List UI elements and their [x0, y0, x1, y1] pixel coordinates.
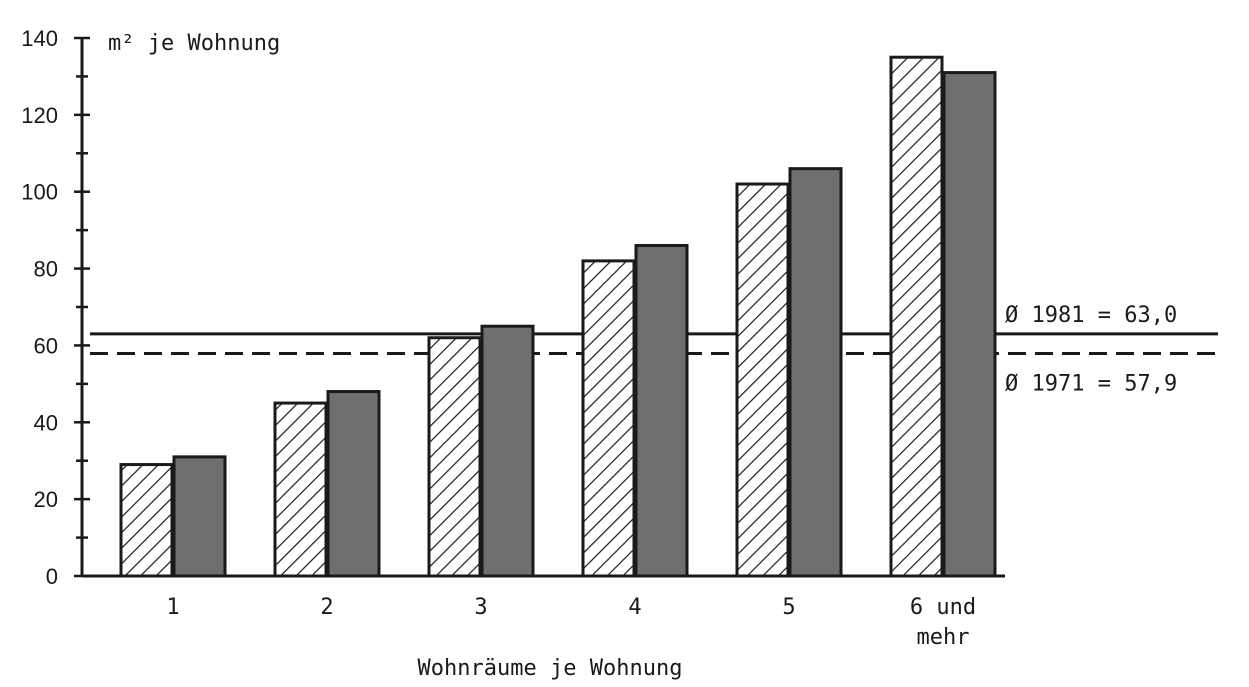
bar-series2-3: [634, 244, 689, 578]
y-tick-label: 40: [34, 410, 58, 435]
x-tick-label-3: 4: [628, 595, 641, 620]
y-tick-label: 20: [34, 487, 58, 512]
y-tick-label: 0: [46, 564, 58, 589]
x-tick-label-4: 5: [782, 595, 795, 620]
y-tick-label: 140: [21, 26, 58, 51]
x-axis-title: Wohnräume je Wohnung: [418, 656, 683, 681]
bar-series1-0: [119, 463, 174, 578]
bar-series2-5: [942, 71, 997, 578]
bar-series2-1: [326, 390, 381, 578]
x-tick-label-0: 1: [166, 595, 179, 620]
y-tick-label: 60: [34, 333, 58, 358]
x-tick-label-1: 2: [320, 595, 333, 620]
bar-series2-0: [172, 455, 227, 578]
bar-series1-4: [735, 182, 790, 578]
bar-series1-5: [889, 55, 944, 578]
reference-line-label-1: Ø 1971 = 57,9: [1005, 371, 1177, 396]
bar-series2-2: [480, 324, 535, 578]
y-tick-label: 100: [21, 180, 58, 205]
x-tick-label-2: 3: [474, 595, 487, 620]
y-tick-label: 80: [34, 257, 58, 282]
y-axis-title: m² je Wohnung: [108, 31, 280, 56]
bar-series1-1: [273, 401, 328, 578]
bar-series1-3: [581, 259, 636, 578]
bar-series1-2: [427, 336, 482, 578]
reference-line-label-0: Ø 1981 = 63,0: [1005, 303, 1177, 328]
bar-series2-4: [788, 167, 843, 578]
y-tick-label: 120: [21, 103, 58, 128]
x-tick-label-5: 6 und mehr: [910, 595, 976, 650]
